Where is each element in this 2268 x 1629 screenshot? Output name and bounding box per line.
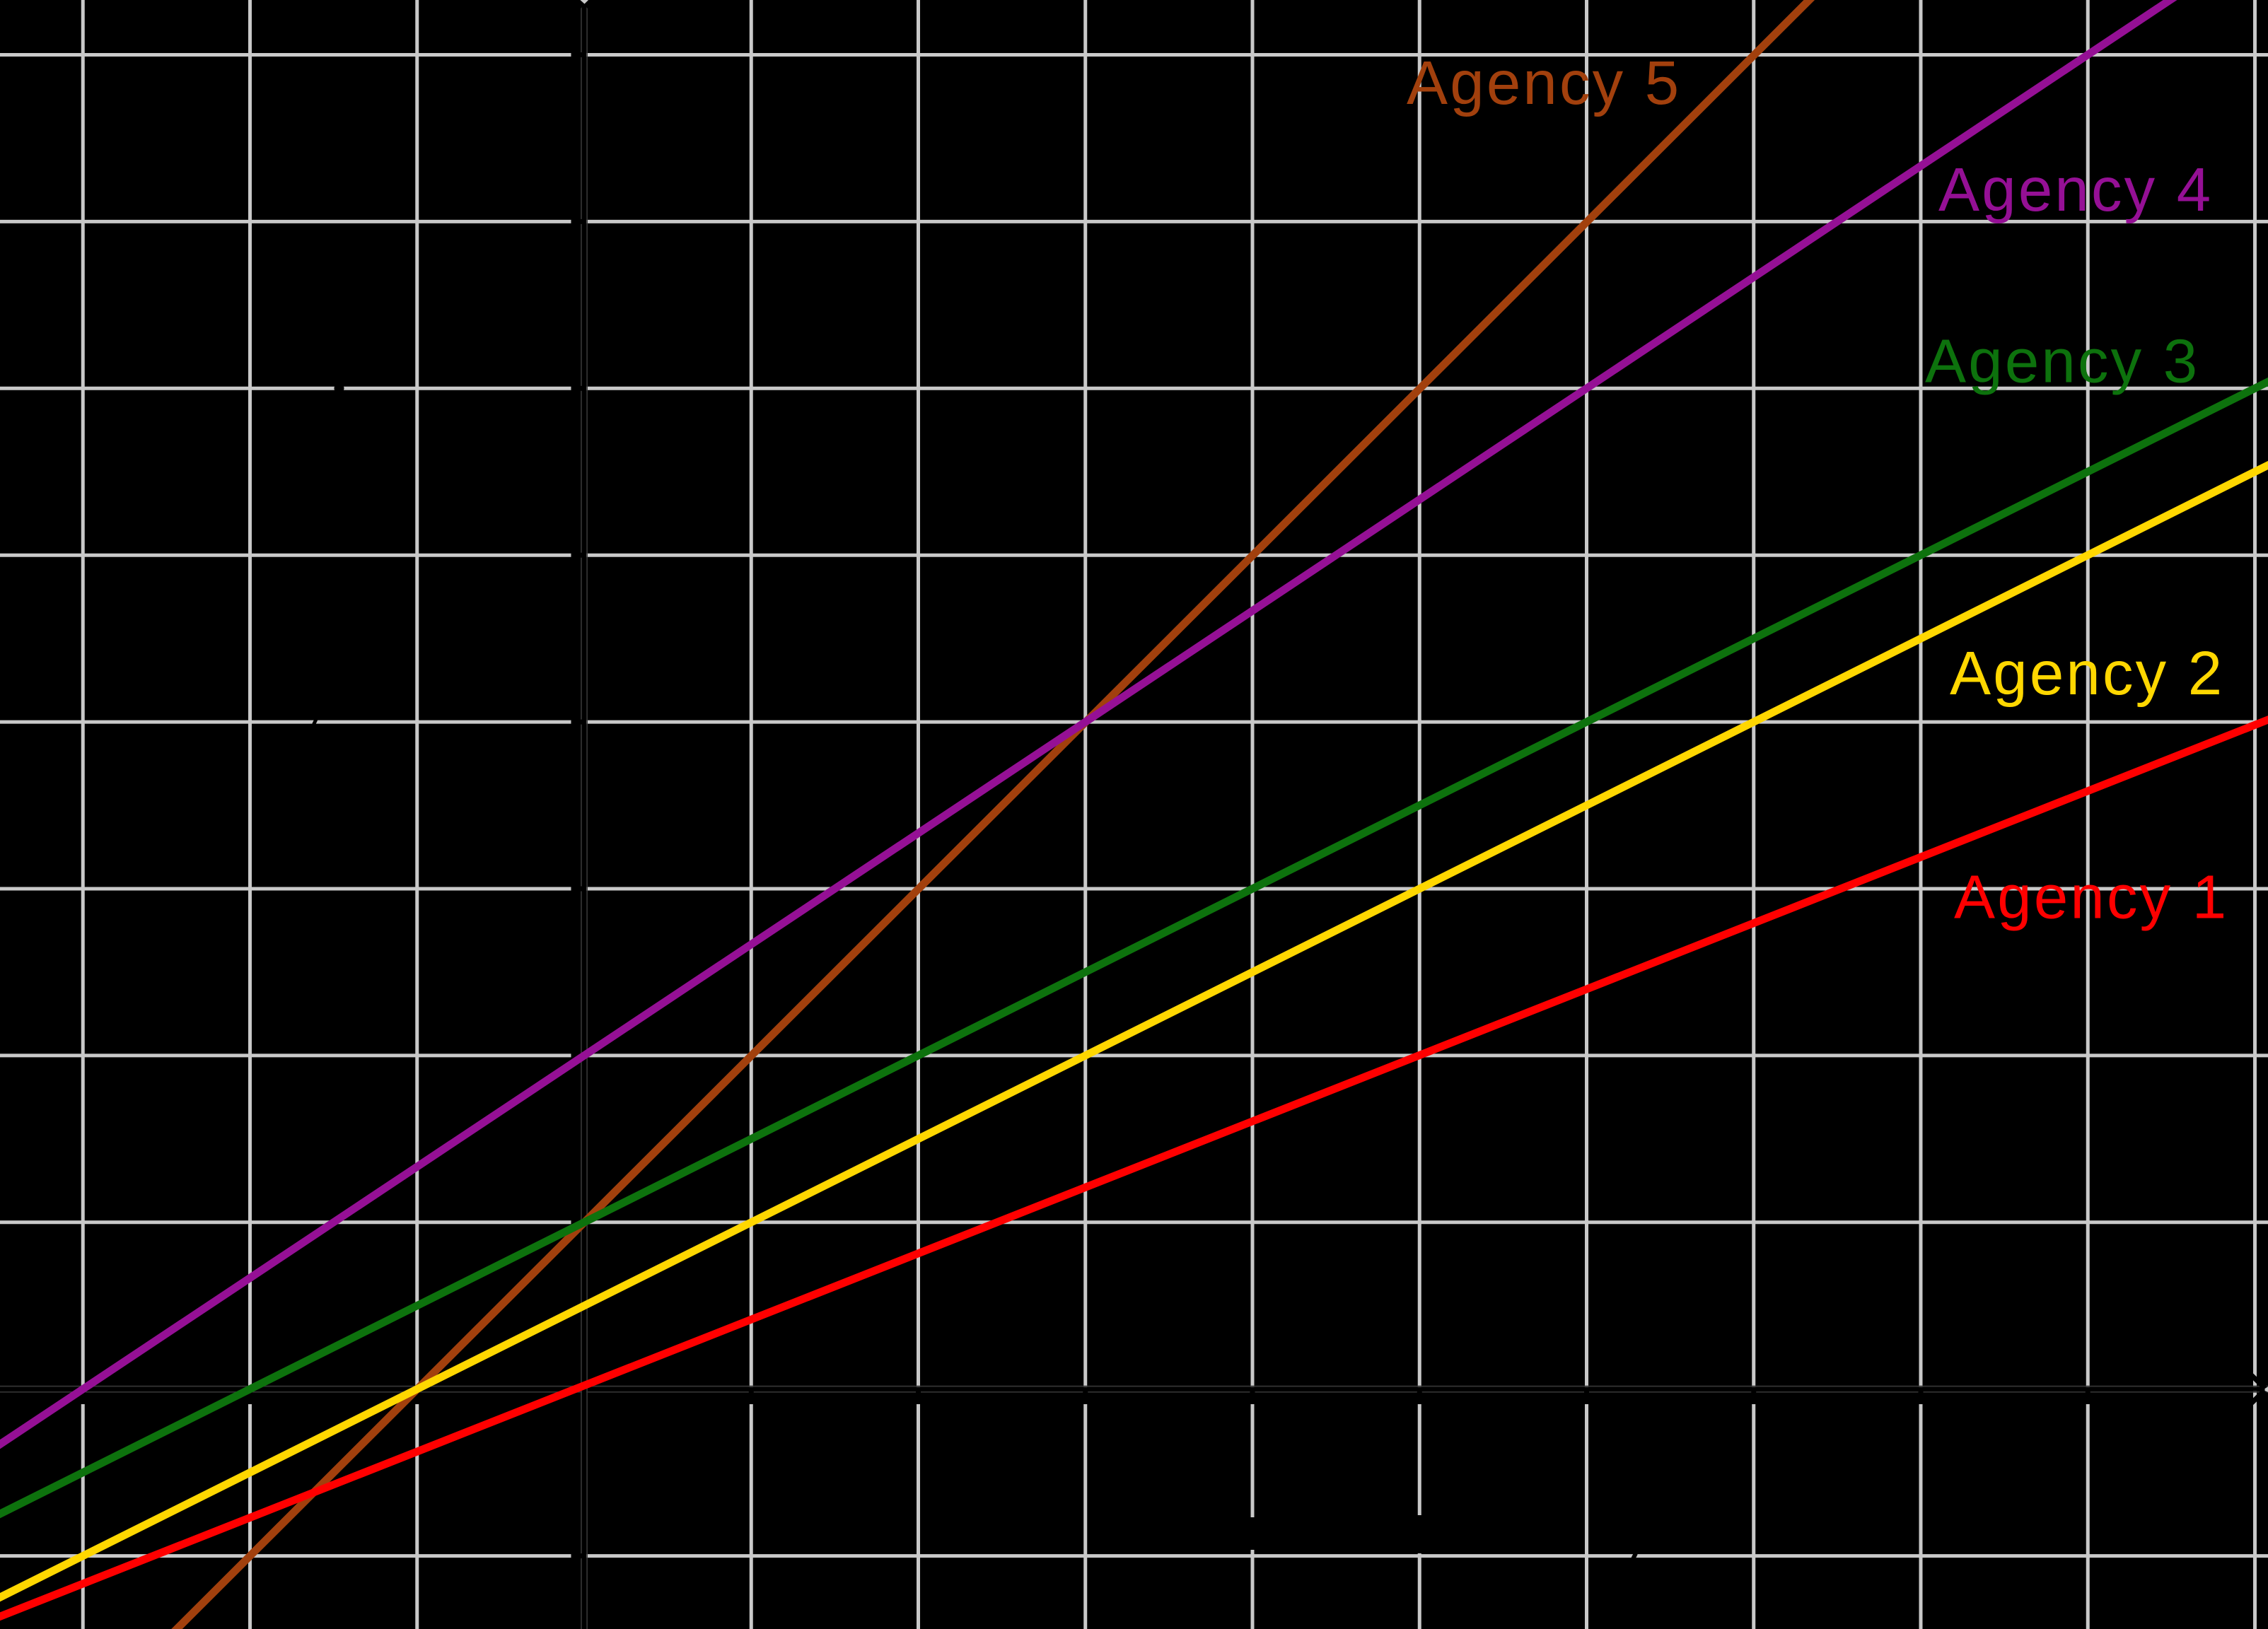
svg-text:Agency 5: Agency 5 (1407, 49, 1681, 117)
svg-text:Agency 3: Agency 3 (1925, 327, 2199, 396)
svg-text:Agency 2: Agency 2 (1950, 639, 2224, 708)
svg-text:Agency 4: Agency 4 (1938, 156, 2213, 224)
svg-text:Agency 1: Agency 1 (1954, 863, 2228, 932)
